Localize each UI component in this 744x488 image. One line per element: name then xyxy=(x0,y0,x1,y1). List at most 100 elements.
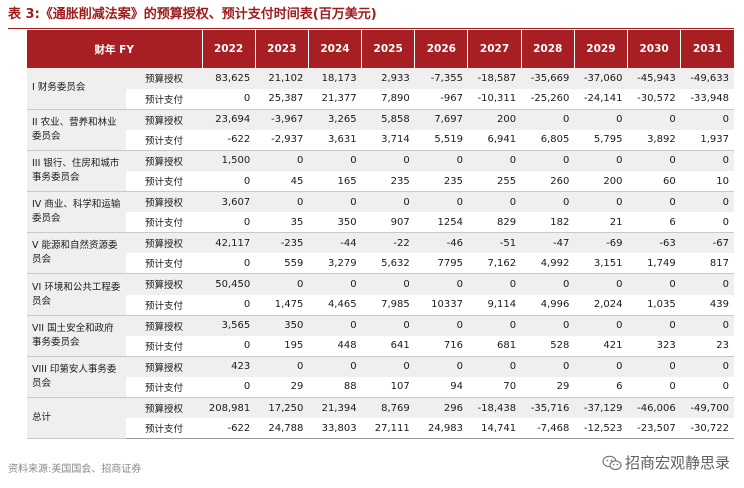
value-cell: 21,377 xyxy=(308,88,362,110)
year-header: 2031 xyxy=(680,30,734,68)
value-cell: 0 xyxy=(361,150,415,171)
value-cell: 0 xyxy=(680,273,734,295)
value-cell: -63 xyxy=(627,232,681,254)
value-cell: 3,279 xyxy=(308,253,362,275)
value-cell: 907 xyxy=(361,212,415,234)
value-cell: -7,355 xyxy=(414,68,468,89)
value-cell: 0 xyxy=(467,191,522,213)
value-cell: 6,805 xyxy=(521,129,575,151)
table-row: I 财务委员会 预算授权 83,625 21,102 18,173 2,933 -7,355… xyxy=(27,68,734,110)
value-cell: -25,260 xyxy=(521,88,575,110)
value-cell: -37,129 xyxy=(574,397,628,419)
year-header: 2030 xyxy=(627,30,682,68)
value-cell: 0 xyxy=(627,356,681,377)
value-cell: 17,250 xyxy=(255,397,309,419)
year-header: 2023 xyxy=(255,30,309,68)
table-body: I 财务委员会 预算授权 83,625 21,102 18,173 2,933 -7,355… xyxy=(27,68,734,440)
value-cell: 60 xyxy=(627,170,681,193)
value-cell: 7795 xyxy=(414,253,468,275)
value-cell: 24,788 xyxy=(255,418,309,440)
committee-name: IV 商业、科学和运输委员会 xyxy=(27,191,127,234)
value-cell: 448 xyxy=(308,335,362,357)
committee-name: II 农业、营养和林业委员会 xyxy=(27,109,127,151)
table-row: 预计支付 0 559 3,279 5,632 7795 7,162 4,992 3,151 1,7… xyxy=(27,253,734,275)
value-cell: 5,795 xyxy=(574,129,628,151)
value-cell: 641 xyxy=(361,335,415,357)
value-cell: 8,769 xyxy=(361,397,415,419)
committee-name: VIII 印第安人事务委员会 xyxy=(27,356,127,399)
value-cell: -622 xyxy=(202,418,256,440)
measure-type: 预计支付 xyxy=(126,335,203,357)
value-cell: 1,749 xyxy=(627,253,681,275)
value-cell: -33,948 xyxy=(680,88,734,110)
value-cell: 0 xyxy=(414,191,468,213)
measure-type: 预计支付 xyxy=(126,418,203,440)
value-cell: 0 xyxy=(521,109,575,130)
value-cell: 0 xyxy=(414,273,468,295)
measure-type: 预算授权 xyxy=(126,191,203,213)
value-cell: 423 xyxy=(202,356,256,377)
value-cell: 0 xyxy=(308,315,362,336)
value-cell: 1,937 xyxy=(680,129,734,151)
year-header: 2022 xyxy=(202,30,256,68)
measure-type: 预算授权 xyxy=(126,397,203,419)
wechat-icon xyxy=(602,455,622,471)
value-cell: 3,565 xyxy=(202,315,256,336)
value-cell: 21,394 xyxy=(308,397,362,419)
value-cell: 0 xyxy=(308,150,362,171)
value-cell: 23 xyxy=(680,335,734,357)
measure-type: 预算授权 xyxy=(126,232,203,254)
committee-name: VI 环境和公共工程委员会 xyxy=(27,273,127,316)
value-cell: 5,858 xyxy=(361,109,415,130)
measure-type: 预计支付 xyxy=(126,170,203,193)
value-cell: -45,943 xyxy=(627,68,681,89)
table-row: 预计支付 0 35 350 907 1254 829 182 21 6 0 xyxy=(27,212,734,234)
value-cell: -24,141 xyxy=(574,88,628,110)
value-cell: 7,985 xyxy=(361,294,415,316)
value-cell: 528 xyxy=(521,335,575,357)
value-cell: 4,465 xyxy=(308,294,362,316)
value-cell: 23,694 xyxy=(202,109,256,130)
value-cell: -46 xyxy=(414,232,468,254)
value-cell: -30,722 xyxy=(680,418,734,440)
table-row: 预计支付 0 25,387 21,377 7,890 -967 -10,311 -25,260… xyxy=(27,88,734,110)
value-cell: -44 xyxy=(308,232,362,254)
value-cell: 0 xyxy=(680,191,734,213)
value-cell: 9,114 xyxy=(467,294,522,316)
value-cell: 0 xyxy=(467,356,522,377)
value-cell: -3,967 xyxy=(255,109,309,130)
value-cell: 0 xyxy=(680,212,734,234)
year-header: 2025 xyxy=(361,30,416,68)
total-label: 总计 xyxy=(27,396,127,440)
value-cell: 0 xyxy=(680,376,734,398)
table-row: VIII 印第安人事务委员会 预算授权 423 0 0 0 0 0 0 0 0 0 xyxy=(27,356,734,399)
brand-watermark: 招商宏观静思录 xyxy=(602,452,730,473)
value-cell: 0 xyxy=(467,273,522,295)
value-cell: 3,151 xyxy=(574,253,628,275)
value-cell: 235 xyxy=(361,170,415,193)
value-cell: 10 xyxy=(680,170,734,193)
value-cell: 7,697 xyxy=(414,109,468,130)
value-cell: 14,741 xyxy=(467,418,522,440)
value-cell: 29 xyxy=(521,376,575,398)
measure-type: 预算授权 xyxy=(126,109,203,130)
value-cell: 208,981 xyxy=(202,397,256,419)
value-cell: 0 xyxy=(202,294,256,316)
value-cell: 0 xyxy=(521,356,575,377)
value-cell: 7,890 xyxy=(361,88,415,110)
year-header: 2028 xyxy=(521,30,575,68)
value-cell: 6,941 xyxy=(467,129,522,151)
value-cell: 1,475 xyxy=(255,294,309,316)
measure-type: 预算授权 xyxy=(126,150,203,171)
table-row: 预计支付 -622 -2,937 3,631 3,714 5,519 6,941 6,805 5… xyxy=(27,129,734,151)
value-cell: 0 xyxy=(255,273,309,295)
value-cell: 0 xyxy=(414,315,468,336)
value-cell: 0 xyxy=(361,315,415,336)
value-cell: 0 xyxy=(255,150,309,171)
value-cell: -51 xyxy=(467,232,522,254)
value-cell: 0 xyxy=(414,150,468,171)
measure-type: 预计支付 xyxy=(126,129,203,151)
measure-type: 预计支付 xyxy=(126,253,203,275)
value-cell: 3,607 xyxy=(202,191,256,213)
value-cell: 0 xyxy=(574,315,628,336)
